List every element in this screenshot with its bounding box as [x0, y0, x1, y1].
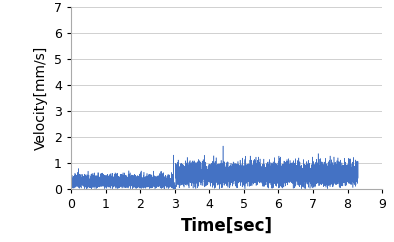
X-axis label: Time[sec]: Time[sec]: [180, 216, 273, 234]
Y-axis label: Velocity[mm/s]: Velocity[mm/s]: [34, 46, 48, 150]
